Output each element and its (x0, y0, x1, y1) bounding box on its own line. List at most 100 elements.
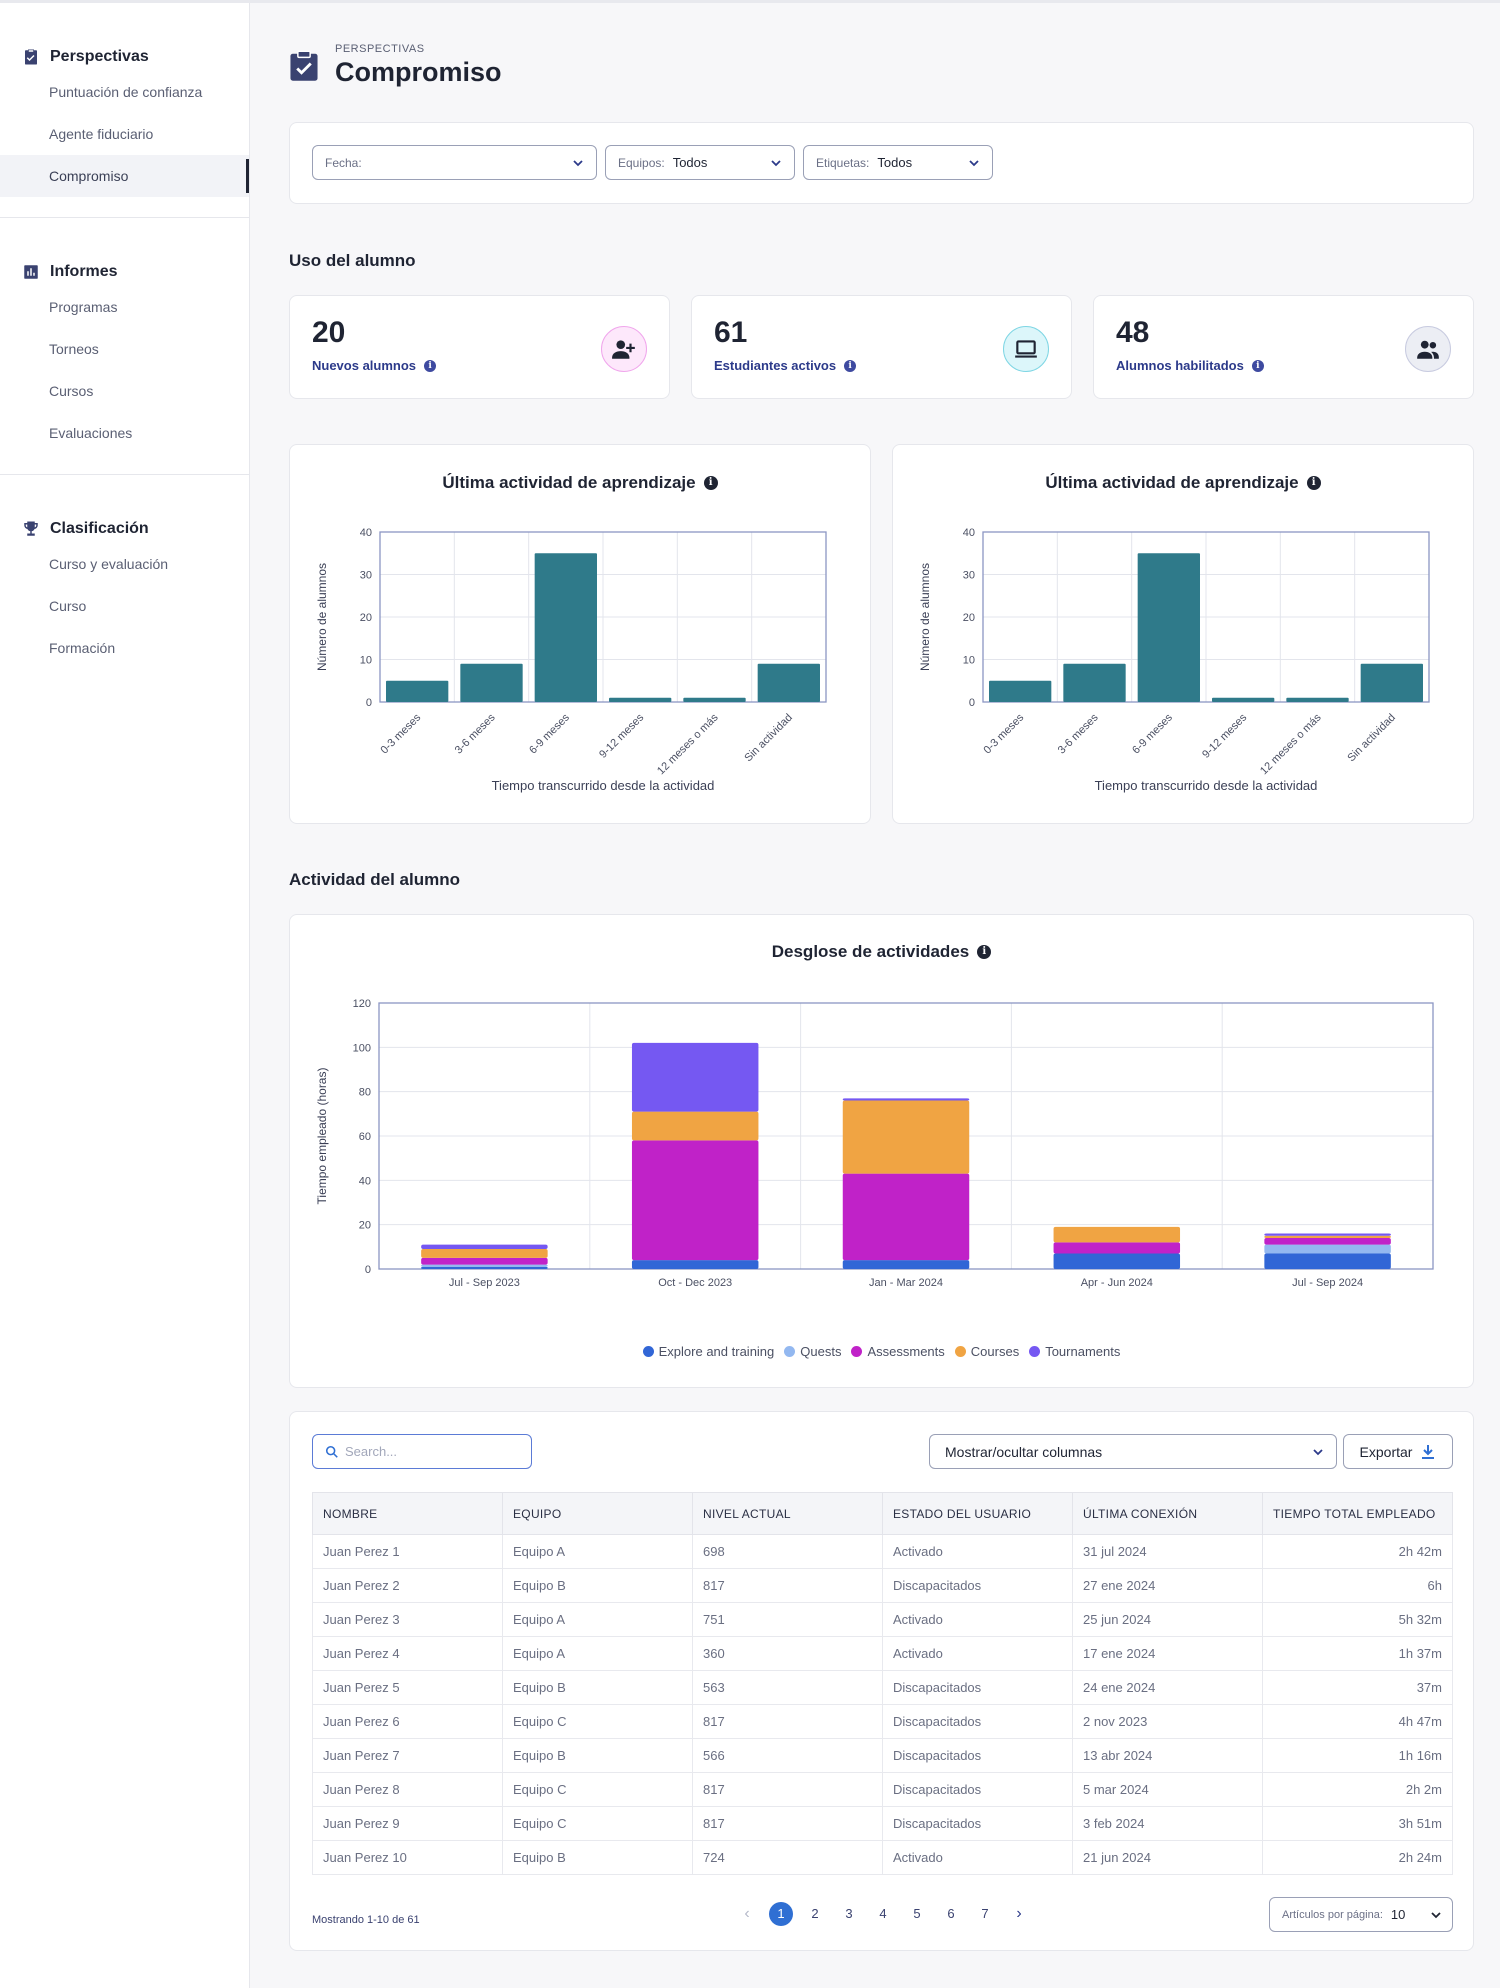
bar (989, 680, 1052, 702)
column-header[interactable]: NOMBRE (312, 1492, 503, 1535)
x-tick-label: 3-6 meses (1056, 711, 1101, 756)
bar-segment (421, 1249, 548, 1258)
table-row[interactable]: Juan Perez 1 Equipo A 698 Activado 31 jul 20… (312, 1534, 1453, 1569)
info-icon[interactable]: i (977, 945, 992, 959)
x-tick-label: 0-3 meses (378, 711, 423, 756)
teams-filter-label: Equipos: (618, 155, 665, 170)
sidebar-item-agente-fiduciario[interactable]: Agente fiduciario (49, 126, 154, 142)
bar-segment (1264, 1253, 1391, 1269)
y-axis-label: Número de alumnos (315, 563, 329, 671)
page-button-1[interactable]: 1 (764, 1902, 798, 1926)
legend-label: Tournaments (1045, 1344, 1121, 1359)
page-button-3[interactable]: 3 (832, 1902, 866, 1926)
sidebar-item-programas[interactable]: Programas (49, 299, 118, 315)
page-number: 5 (913, 1906, 921, 1921)
sidebar-heading-clasificacion[interactable]: Clasificación (0, 515, 249, 543)
sidebar-item-compromiso[interactable]: Compromiso (0, 155, 249, 197)
sidebar-item-cursos[interactable]: Cursos (49, 383, 94, 399)
table-cell: 566 (692, 1738, 883, 1773)
y-tick-label: 40 (963, 527, 975, 539)
table-row[interactable]: Juan Perez 5 Equipo B 563 Discapacitados 24 … (312, 1670, 1453, 1705)
legend-item[interactable]: Quests (784, 1344, 841, 1359)
table-cell: Discapacitados (882, 1568, 1073, 1603)
bar (683, 697, 746, 702)
info-icon[interactable]: i (1251, 359, 1264, 372)
page-number: 4 (879, 1906, 887, 1921)
column-header[interactable]: EQUIPO (502, 1492, 693, 1535)
table-row[interactable]: Juan Perez 10 Equipo B 724 Activado 21 jun 2… (312, 1840, 1453, 1875)
legend-swatch (784, 1346, 796, 1357)
table-row[interactable]: Juan Perez 9 Equipo C 817 Discapacitados 3 f… (312, 1806, 1453, 1841)
page-button-2[interactable]: 2 (798, 1902, 832, 1926)
bar (386, 680, 449, 702)
sidebar-item-curso-y-evaluacion[interactable]: Curso y evaluación (49, 556, 169, 572)
table-row[interactable]: Juan Perez 7 Equipo B 566 Discapacitados 13 … (312, 1738, 1453, 1773)
sidebar-item-puntuacion-de-confianza[interactable]: Puntuación de confianza (49, 84, 203, 100)
date-filter-select[interactable]: Fecha: (312, 145, 597, 180)
kpi-enabled-learners: 48 Alumnos habilitados i (1093, 295, 1474, 399)
legend-item[interactable]: Courses (954, 1344, 1020, 1359)
legend-label: Courses (970, 1344, 1020, 1359)
kpi-badge (601, 326, 647, 372)
kpi-label: Nuevos alumnos i (312, 358, 437, 373)
bar-segment (1053, 1226, 1181, 1243)
sidebar-heading-informes[interactable]: Informes (0, 258, 249, 286)
table-row[interactable]: Juan Perez 3 Equipo A 751 Activado 25 jun 20… (312, 1602, 1453, 1637)
table-row[interactable]: Juan Perez 8 Equipo C 817 Discapacitados 5 m… (312, 1772, 1453, 1807)
x-tick-label: Jul - Sep 2024 (1292, 1277, 1363, 1289)
export-button[interactable]: Exportar (1343, 1434, 1453, 1469)
page-button-6[interactable]: 6 (934, 1902, 968, 1926)
sidebar-heading-label: Informes (50, 263, 118, 280)
table-row[interactable]: Juan Perez 2 Equipo B 817 Discapacitados 27 … (312, 1568, 1453, 1603)
teams-filter-select[interactable]: Equipos: Todos (605, 145, 795, 180)
y-tick-label: 20 (360, 612, 372, 624)
bar (757, 663, 820, 702)
info-icon[interactable]: i (844, 359, 857, 372)
table-cell: 1h 16m (1262, 1738, 1453, 1773)
info-icon[interactable]: i (424, 359, 437, 372)
table-cell: Discapacitados (882, 1738, 1073, 1773)
bar-segment (1053, 1253, 1181, 1269)
column-header[interactable]: ÚLTIMA CONEXIÓN (1072, 1492, 1263, 1535)
sidebar-item-torneos[interactable]: Torneos (49, 341, 99, 357)
trophy-icon (24, 521, 38, 536)
plot-frame (982, 531, 1430, 703)
table-row[interactable]: Juan Perez 4 Equipo A 360 Activado 17 ene 20… (312, 1636, 1453, 1671)
users-icon (1417, 340, 1439, 359)
table-cell: 4h 47m (1262, 1704, 1453, 1739)
page-number: 1 (769, 1902, 793, 1926)
page-button-4[interactable]: 4 (866, 1902, 900, 1926)
y-tick-label: 80 (359, 1087, 371, 1099)
next-page-icon[interactable]: › (1016, 1905, 1022, 1922)
sidebar-group-perspectivas: Perspectivas Puntuación de confianza Age… (0, 3, 249, 218)
sidebar-heading-perspectivas[interactable]: Perspectivas (0, 43, 249, 71)
page-button-7[interactable]: 7 (968, 1902, 1002, 1926)
column-header[interactable]: ESTADO DEL USUARIO (882, 1492, 1073, 1535)
info-icon[interactable]: i (1306, 476, 1321, 490)
activity-stacked-bar-chart: 0 20 40 60 80 100 120 Jul - Sep 2023 Oct - Dec 2… (315, 998, 1434, 1289)
kpi-label: Estudiantes activos i (714, 358, 857, 373)
columns-toggle-select[interactable]: Mostrar/ocultar columnas (929, 1434, 1337, 1469)
legend-label: Quests (800, 1344, 842, 1359)
column-header[interactable]: NIVEL ACTUAL (692, 1492, 883, 1535)
table-row[interactable]: Juan Perez 6 Equipo C 817 Discapacitados 2 n… (312, 1704, 1453, 1739)
tags-filter-select[interactable]: Etiquetas: Todos (803, 145, 993, 180)
table-cell: Equipo A (502, 1602, 693, 1637)
legend-item[interactable]: Assessments (851, 1344, 945, 1359)
prev-page-icon[interactable]: ‹ (744, 1905, 750, 1922)
table-cell: 817 (692, 1568, 883, 1603)
info-icon[interactable]: i (703, 476, 718, 490)
sidebar-item-formacion[interactable]: Formación (49, 640, 116, 656)
chart-title: Desglose de actividades i (290, 942, 1473, 962)
chevron-down-icon (771, 160, 781, 167)
search-input[interactable]: Search... (312, 1434, 532, 1469)
sidebar-item-evaluaciones[interactable]: Evaluaciones (49, 425, 133, 441)
column-header[interactable]: TIEMPO TOTAL EMPLEADO (1262, 1492, 1453, 1535)
per-page-select[interactable]: Artículos por página: 10 (1269, 1897, 1453, 1932)
sidebar-item-curso[interactable]: Curso (49, 598, 87, 614)
page-button-5[interactable]: 5 (900, 1902, 934, 1926)
table-cell: 31 jul 2024 (1072, 1534, 1263, 1569)
chart-title: Última actividad de aprendizaje i (893, 473, 1473, 493)
legend-item[interactable]: Explore and training (642, 1344, 774, 1359)
legend-item[interactable]: Tournaments (1029, 1344, 1120, 1359)
